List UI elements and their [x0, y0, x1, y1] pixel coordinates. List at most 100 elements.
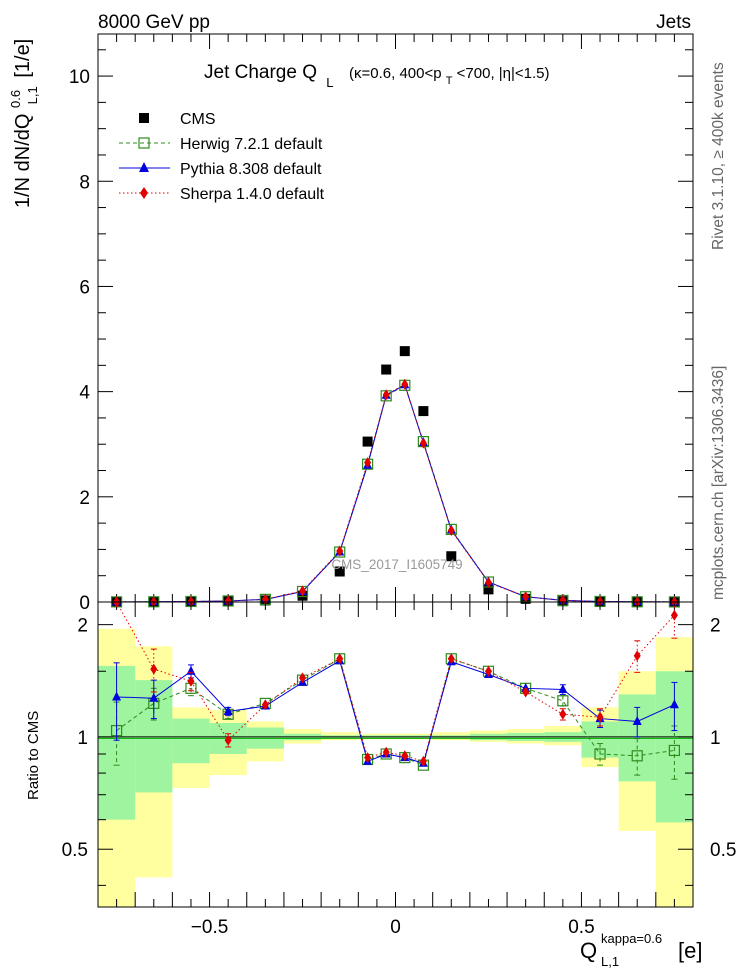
legend-label-0: CMS [180, 111, 216, 128]
xlabel-sup: kappa=0.6 [601, 931, 662, 946]
ylabel-main-text: 1/N dN/dQ [12, 114, 34, 208]
main-point-3 [382, 389, 390, 401]
chart-title: Jet Charge Q L (κ=0.6, 400<p T <700, |η|… [204, 62, 550, 90]
main-point-0 [399, 346, 410, 357]
ratio-point-2 [669, 699, 679, 709]
ratio-point-3 [522, 686, 530, 698]
ratio-ytick-label-right: 1 [710, 728, 721, 749]
ratio-point-2 [632, 715, 642, 725]
ratio-point-3 [261, 699, 269, 711]
ratio-axis-ticks: 0.5 0.5 1 1 2 2 −0.5 0 0.5 [62, 602, 736, 938]
ratio-point-3 [150, 663, 158, 675]
xlabel-sub: L,1 [601, 954, 619, 969]
ratio-point-3 [224, 734, 232, 746]
main-point-3 [336, 545, 344, 557]
title-cuts-end: <700, |η|<1.5) [457, 65, 550, 82]
ratio-point-3 [419, 755, 427, 767]
ratio-line-1 [116, 658, 675, 766]
ratio-point-3 [447, 653, 455, 665]
svg-text:Jet Charge Q L: Jet Charge Q L [204, 62, 334, 90]
main-point-3 [484, 577, 492, 589]
main-ytick-label: 4 [79, 383, 90, 404]
ratio-ytick-label: 1 [77, 728, 88, 749]
ratio-series-layer [110, 596, 681, 780]
ratio-point-2 [149, 692, 159, 702]
legend-label-2: Pythia 8.308 default [180, 161, 322, 178]
svg-text:1/N dN/dQ 0.6 L,1: 1/N dN/dQ 0.6 L,1 [1/e] [3, 39, 42, 208]
ratio-point-1 [557, 695, 569, 707]
legend-label-3: Sherpa 1.4.0 default [180, 186, 325, 203]
xlabel-text: Q [580, 938, 597, 963]
main-ytick-label: 2 [79, 488, 90, 509]
ratio-point-2 [112, 691, 122, 701]
ylabel-unit: [1/e] [12, 39, 34, 78]
ratio-ytick-label-right: 0.5 [710, 840, 736, 861]
main-point-0 [381, 364, 392, 375]
ratio-point-3 [484, 665, 492, 677]
title-sub: L [326, 75, 333, 90]
process-label: Jets [656, 12, 691, 33]
ratio-point-1 [594, 748, 606, 760]
watermark: CMS_2017_I1605749 [331, 557, 462, 572]
main-point-3 [596, 595, 604, 607]
ratio-line-2 [116, 660, 675, 764]
ratio-point-2 [558, 684, 568, 694]
ratio-point-3 [633, 650, 641, 662]
main-point-0 [418, 406, 429, 417]
title-cuts-sub: T [446, 75, 453, 87]
main-ylabel: 1/N dN/dQ 0.6 L,1 [1/e] [3, 39, 42, 208]
side-label-top: Rivet 3.1.10, ≥ 400k events [710, 62, 727, 250]
ratio-panel: 0.5 0.5 1 1 2 2 −0.5 0 0.5 [62, 596, 736, 938]
main-point-3 [559, 594, 567, 606]
ratio-ytick-label: 2 [77, 616, 88, 637]
legend-label-1: Herwig 7.2.1 default [180, 136, 323, 153]
ratio-ylabel: Ratio to CMS [25, 711, 42, 800]
svg-text:Q: Q [580, 938, 597, 963]
ratio-point-3 [670, 609, 678, 621]
main-ytick-label: 0 [79, 593, 90, 614]
main-point-3 [401, 378, 409, 390]
legend-marker-3 [140, 187, 148, 199]
ratio-point-3 [559, 708, 567, 720]
ratio-point-3 [187, 675, 195, 687]
ratio-point-2 [223, 705, 233, 715]
title-main: Jet Charge Q [204, 62, 317, 83]
main-point-3 [224, 595, 232, 607]
ratio-point-3 [299, 672, 307, 684]
legend: CMS Herwig 7.2.1 default Pythia 8.308 defa… [119, 111, 325, 203]
main-point-0 [446, 551, 457, 562]
ratio-point-3 [401, 750, 409, 762]
main-point-3 [299, 585, 307, 597]
title-cuts: (κ=0.6, 400<p [349, 65, 442, 82]
xtick-label: −0.5 [191, 917, 229, 938]
xtick-label: 0 [390, 917, 401, 938]
ratio-point-3 [596, 711, 604, 723]
svg-text:(κ=0.6, 400<p T: (κ=0.6, 400<p T <700, |η|<1.5) [349, 65, 550, 88]
main-point-3 [522, 591, 530, 603]
main-point-3 [364, 457, 372, 469]
legend-marker-2 [139, 162, 149, 172]
main-ytick-label: 8 [79, 172, 90, 193]
ratio-line-3 [116, 601, 675, 762]
ratio-point-1 [631, 750, 643, 762]
ratio-point-3 [336, 653, 344, 665]
main-line-3 [116, 383, 675, 603]
main-point-0 [362, 436, 373, 447]
main-point-3 [447, 524, 455, 536]
legend-marker-1 [138, 137, 150, 149]
xtick-label: 0.5 [568, 917, 594, 938]
main-point-0 [483, 584, 494, 595]
ratio-point-3 [382, 746, 390, 758]
ratio-ytick-label: 0.5 [62, 840, 88, 861]
main-point-0 [334, 566, 345, 577]
main-ytick-label: 10 [69, 67, 90, 88]
xlabel: Q kappa=0.6 L,1 [e] [580, 931, 702, 969]
ylabel-sup: 0.6 [8, 90, 23, 108]
energy-label: 8000 GeV pp [98, 12, 210, 33]
main-point-3 [187, 595, 195, 607]
ratio-point-1 [668, 744, 681, 757]
main-point-3 [419, 437, 427, 449]
main-ytick-label: 6 [79, 277, 90, 298]
ratio-point-3 [364, 752, 372, 764]
ylabel-sub: L,1 [25, 86, 40, 104]
